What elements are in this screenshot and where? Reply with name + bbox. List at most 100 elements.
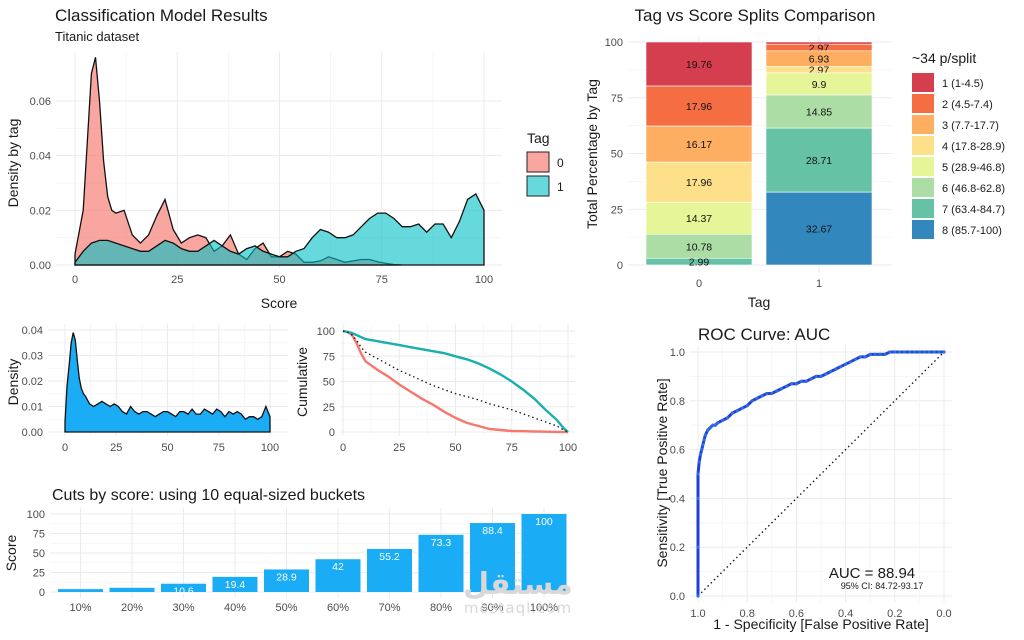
- cut-bar-80%: [418, 534, 464, 592]
- cut-bar-label: 19.4: [225, 579, 246, 591]
- panel-f-ylabel: Sensitivity [True Positive Rate]: [654, 378, 670, 567]
- split-bar-label: 19.76: [686, 59, 712, 71]
- overall-density-area: [64, 332, 271, 433]
- panel-c-xtick-label: 50: [161, 442, 173, 454]
- panel-b-xlabel: Tag: [748, 294, 771, 310]
- panel-f-xtick-label: 0.0: [936, 608, 951, 620]
- roc-point: [824, 372, 828, 376]
- roc-point: [700, 448, 704, 452]
- panel-e-ytick-label: 75: [33, 529, 45, 541]
- roc-point: [883, 352, 887, 356]
- panel-b-xtick-label: 0: [696, 278, 702, 290]
- panel-b-ytick-label: 25: [611, 204, 623, 216]
- split-bar-tag0-split3: [645, 125, 753, 163]
- roc-point: [932, 350, 936, 354]
- panel-d-ytick-label: 75: [323, 351, 335, 363]
- cut-bar-label: 55.2: [379, 551, 400, 563]
- panel-c-ytick-label: 0.03: [22, 351, 43, 363]
- roc-point: [844, 362, 848, 366]
- panel-e-xtick-label: 50%: [275, 602, 297, 614]
- panel-c-ytick-label: 0.01: [22, 402, 43, 414]
- panel-e-xtick-label: 20%: [121, 602, 143, 614]
- split-bar-tag1-split8: [765, 191, 873, 266]
- roc-point: [853, 357, 858, 361]
- panel-d-ytick-label: 100: [317, 326, 335, 338]
- roc-point: [839, 365, 843, 369]
- split-bar-label: 9.9: [812, 79, 827, 91]
- roc-point: [702, 438, 706, 442]
- panel-e-ytick-label: 25: [33, 568, 45, 580]
- panel-b-ytick-label: 50: [611, 149, 623, 161]
- roc-point: [785, 384, 789, 388]
- panel-f-xtick-label: 0.4: [838, 608, 853, 620]
- roc-point: [848, 360, 853, 364]
- roc-point: [713, 423, 717, 427]
- panel-e-title: Cuts by score: using 10 equal-sized buck…: [52, 487, 365, 504]
- panel-f-ytick-label: 1.0: [670, 347, 685, 359]
- panel-e-xtick-label: 90%: [481, 602, 503, 614]
- panel-a-xtick-label: 25: [171, 274, 183, 286]
- cut-bar-label: 73.3: [431, 537, 452, 549]
- cut-bar-10%: [58, 589, 103, 592]
- roc-point: [863, 355, 867, 359]
- split-legend-label-1: 1 (1-4.5): [942, 78, 984, 90]
- roc-point: [696, 496, 700, 500]
- roc-point: [697, 460, 701, 464]
- density-area-tag-0: [74, 57, 403, 266]
- panel-e-xtick-label: 80%: [430, 602, 452, 614]
- cut-bar-label: 28.9: [276, 571, 297, 583]
- roc-point: [696, 594, 700, 598]
- panel-b-ytick-label: 75: [611, 93, 623, 105]
- cut-bar-60%: [315, 559, 361, 592]
- panel-f-xtick-label: 0.8: [740, 608, 755, 620]
- roc-point: [937, 350, 941, 354]
- split-bar-label: 28.71: [806, 155, 832, 167]
- split-legend-label-6: 6 (46.8-62.8): [942, 183, 1005, 195]
- panel-d-ylabel: Cumulative: [294, 347, 310, 417]
- roc-point: [780, 387, 784, 391]
- roc-point: [703, 433, 708, 437]
- roc-point: [755, 396, 759, 400]
- roc-point: [888, 350, 892, 354]
- roc-point: [716, 421, 720, 425]
- roc-point: [868, 352, 872, 356]
- panel-e-xtick-label: 10%: [69, 602, 91, 614]
- cuts-by-score-plot: 0 25 50 75 100 3.710% 5.420% 10.6 30% 19.4 40% 28.9…: [27, 508, 567, 614]
- split-bar-label: 16.17: [686, 139, 712, 151]
- panel-d-xtick-label: 0: [340, 442, 346, 454]
- panel-a-xtick-label: 100: [475, 274, 493, 286]
- roc-point: [735, 409, 740, 413]
- panel-c-ylabel: Density: [5, 359, 21, 406]
- roc-point: [760, 394, 764, 398]
- panel-b-ytick-label: 0: [617, 260, 623, 272]
- panel-e-xtick-label: 40%: [224, 602, 246, 614]
- split-bar-label: 6.93: [809, 54, 830, 66]
- roc-point: [745, 404, 749, 408]
- roc-point: [942, 350, 946, 354]
- roc-point: [721, 418, 725, 422]
- panel-f-xlabel: 1 - Specificity [False Positive Rate]: [713, 616, 929, 632]
- cut-bar-label: 10.6: [173, 586, 194, 598]
- cut-bar-50%: [264, 569, 309, 592]
- cut-bar-label: 88.4: [482, 525, 503, 537]
- roc-point: [878, 352, 882, 356]
- roc-point: [701, 443, 705, 447]
- panel-f-ytick-label: 0.8: [670, 396, 685, 408]
- split-bar-tag0-split6: [645, 233, 753, 259]
- roc-point: [834, 367, 838, 371]
- panel-e-xtick-label: 100%: [530, 602, 558, 614]
- panel-f-ytick-label: 0.4: [670, 493, 685, 505]
- roc-point: [922, 350, 926, 354]
- panel-a-ytick-label: 0.02: [30, 205, 51, 217]
- roc-point: [711, 423, 715, 427]
- panel-e-xtick-label: 30%: [172, 602, 194, 614]
- roc-point: [873, 352, 877, 356]
- split-bar-label: 14.37: [686, 213, 712, 225]
- panel-d-ytick-label: 0: [329, 427, 335, 439]
- density-by-tag-plot: 0.00 0.02 0.04 0.06 0 25 50 75 100: [30, 52, 502, 286]
- cut-bar-70%: [367, 548, 412, 592]
- split-legend-swatch-3: [912, 115, 934, 134]
- panel-a-legend-title: Tag: [527, 130, 550, 146]
- cumulative-line-0: [342, 329, 568, 434]
